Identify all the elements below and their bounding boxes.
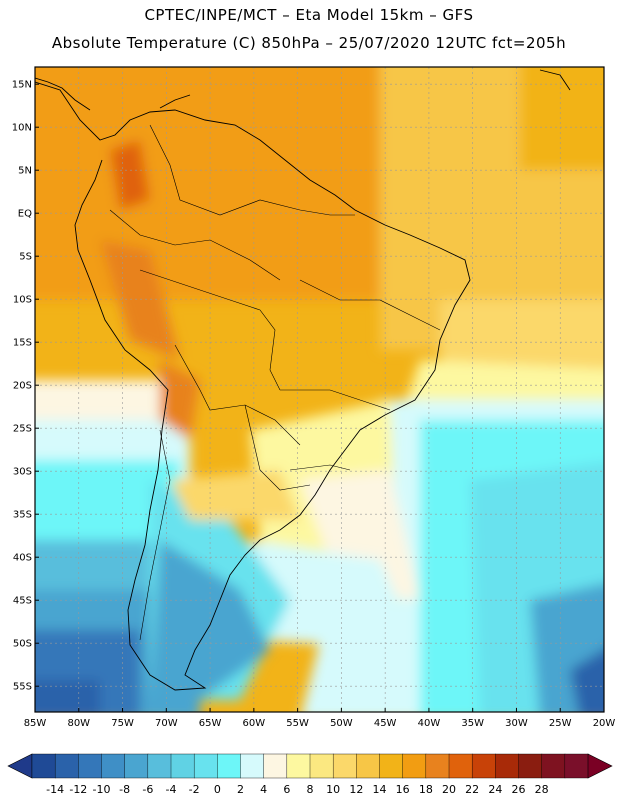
lat-tick-label: 10N bbox=[12, 123, 32, 134]
colorbar-swatch bbox=[495, 753, 520, 779]
colorbar-label: 18 bbox=[419, 783, 433, 796]
temperature-colorbar bbox=[7, 753, 613, 779]
latitude-axis: 15N 10N 5N EQ 5S 10S 15S 20S 25S 30S 35S 40S 45S 50S 5… bbox=[12, 80, 39, 693]
colorbar-label: 22 bbox=[465, 783, 479, 796]
lat-tick-label: 25S bbox=[13, 424, 32, 435]
colorbar-swatch bbox=[240, 753, 265, 779]
lon-tick-label: 85W bbox=[24, 718, 47, 729]
lat-tick-label: EQ bbox=[18, 209, 32, 220]
lon-tick-label: 75W bbox=[111, 718, 134, 729]
lat-tick-label: 10S bbox=[13, 295, 32, 306]
colorbar-swatch bbox=[425, 753, 450, 779]
colorbar-swatch bbox=[564, 753, 589, 779]
colorbar-swatch bbox=[193, 753, 218, 779]
country-borders bbox=[109, 124, 441, 641]
colorbar-swatch bbox=[31, 753, 56, 779]
colorbar-label: 2 bbox=[237, 783, 244, 796]
lon-tick-label: 20W bbox=[593, 718, 616, 729]
coastlines bbox=[35, 69, 571, 691]
colorbar-swatch bbox=[448, 753, 473, 779]
colorbar-swatch bbox=[217, 753, 241, 779]
lat-tick-label: 15N bbox=[12, 80, 32, 91]
lat-tick-label: 20S bbox=[13, 381, 32, 392]
colorbar-label: -8 bbox=[119, 783, 130, 796]
colorbar-swatch bbox=[170, 753, 195, 779]
lat-tick-label: 35S bbox=[13, 510, 32, 521]
lat-tick-label: 40S bbox=[13, 553, 32, 564]
lat-tick-label: 15S bbox=[13, 338, 32, 349]
colorbar-min-arrow bbox=[7, 753, 33, 779]
temperature-field bbox=[35, 67, 604, 712]
colorbar-swatch bbox=[124, 753, 149, 779]
lat-tick-label: 50S bbox=[13, 639, 32, 650]
colorbar-label: -2 bbox=[189, 783, 200, 796]
lon-tick-label: 65W bbox=[199, 718, 222, 729]
colorbar-label: 0 bbox=[214, 783, 221, 796]
colorbar-label: -12 bbox=[69, 783, 87, 796]
lon-tick-label: 30W bbox=[505, 718, 528, 729]
colorbar-swatch bbox=[518, 753, 543, 779]
lat-tick-label: 30S bbox=[13, 467, 32, 478]
colorbar-swatch bbox=[263, 753, 288, 779]
colorbar-swatch bbox=[309, 753, 334, 779]
colorbar-label: 14 bbox=[373, 783, 387, 796]
map-subtitle: Absolute Temperature (C) 850hPa – 25/07/… bbox=[51, 34, 567, 52]
lat-tick-label: 5S bbox=[19, 252, 32, 263]
colorbar-label: 16 bbox=[396, 783, 410, 796]
colorbar-label: 4 bbox=[260, 783, 267, 796]
colorbar-swatch bbox=[332, 753, 357, 779]
lon-tick-label: 25W bbox=[549, 718, 572, 729]
lon-tick-label: 40W bbox=[418, 718, 441, 729]
colorbar-label: 26 bbox=[512, 783, 526, 796]
colorbar-label: -14 bbox=[46, 783, 64, 796]
colorbar-labels: -14 -12 -10 -8 -6 -4 -2 0 2 4 6 8 10 12 14 16 18 20 22 24 26… bbox=[46, 783, 548, 796]
lon-tick-label: 60W bbox=[243, 718, 266, 729]
colorbar-swatch bbox=[356, 753, 381, 779]
colorbar-label: 12 bbox=[349, 783, 363, 796]
colorbar-label: 6 bbox=[283, 783, 290, 796]
colorbar-swatch bbox=[54, 753, 79, 779]
lat-tick-label: 55S bbox=[13, 682, 32, 693]
map-title: CPTEC/INPE/MCT – Eta Model 15km – GFS bbox=[144, 6, 474, 24]
longitude-axis: 85W 80W 75W 70W 65W 60W 55W 50W 45W 40W 35W 30W 25W 2… bbox=[24, 708, 616, 729]
colorbar-label: -10 bbox=[93, 783, 111, 796]
colorbar-swatch bbox=[101, 753, 126, 779]
lon-tick-label: 70W bbox=[155, 718, 178, 729]
colorbar-swatch bbox=[402, 753, 427, 779]
colorbar-label: 20 bbox=[442, 783, 456, 796]
lon-tick-label: 80W bbox=[67, 718, 90, 729]
colorbar-swatch bbox=[286, 753, 311, 779]
colorbar-label: 24 bbox=[488, 783, 502, 796]
colorbar-label: 8 bbox=[307, 783, 314, 796]
colorbar-label: -6 bbox=[142, 783, 153, 796]
lat-tick-label: 45S bbox=[13, 596, 32, 607]
colorbar-label: 10 bbox=[326, 783, 340, 796]
lon-tick-label: 35W bbox=[461, 718, 484, 729]
colorbar-swatch bbox=[471, 753, 496, 779]
lat-tick-label: 5N bbox=[18, 166, 32, 177]
colorbar-label: 28 bbox=[535, 783, 549, 796]
lon-tick-label: 45W bbox=[374, 718, 397, 729]
colorbar-swatch bbox=[78, 753, 103, 779]
colorbar-swatch bbox=[147, 753, 172, 779]
colorbar-swatch bbox=[379, 753, 404, 779]
colorbar-label: -4 bbox=[166, 783, 177, 796]
lon-tick-label: 50W bbox=[330, 718, 353, 729]
colorbar-swatch bbox=[541, 753, 566, 779]
map-frame bbox=[34, 66, 605, 713]
lon-tick-label: 55W bbox=[286, 718, 309, 729]
colorbar-max-arrow bbox=[587, 753, 613, 779]
